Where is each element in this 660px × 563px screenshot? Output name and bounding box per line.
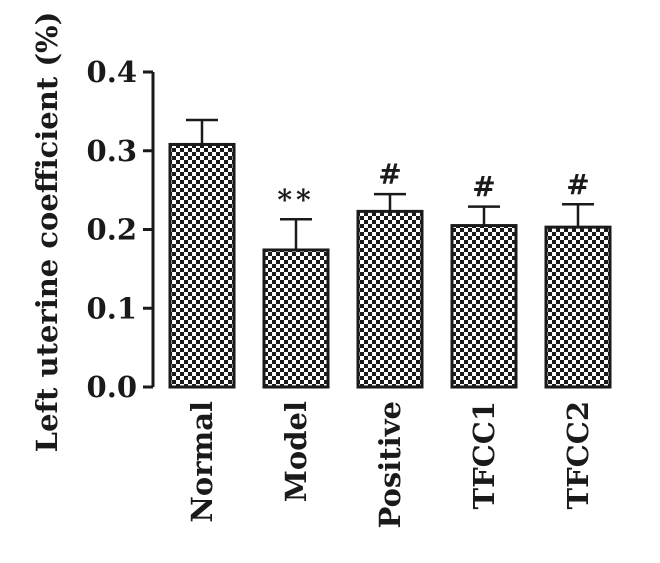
bar <box>450 224 518 389</box>
significance-label: ** <box>277 183 314 216</box>
y-tick-label: 0.3 <box>87 134 137 168</box>
significance-label: # <box>378 158 401 191</box>
y-tick-label: 0.2 <box>87 213 137 247</box>
x-tick-label: TFCC2 <box>561 401 595 510</box>
significance-label: # <box>472 171 495 204</box>
significance-label: # <box>566 168 589 201</box>
bar <box>168 142 236 389</box>
bar <box>262 248 330 389</box>
bar <box>544 225 612 389</box>
plot-area: 0.0 0.1 0.2 0.3 0.4 Normal ** Model # Positive # TF… <box>87 55 612 528</box>
y-axis-label: Left uterine coefficient (%) <box>30 12 64 453</box>
x-tick-label: Normal <box>185 401 219 523</box>
y-tick-label: 0.4 <box>87 55 137 89</box>
x-tick-label: TFCC1 <box>467 401 501 510</box>
x-tick-label: Model <box>279 401 313 502</box>
y-tick-label: 0.0 <box>87 370 137 404</box>
y-tick-label: 0.1 <box>87 291 137 325</box>
bar <box>356 209 424 389</box>
x-tick-label: Positive <box>373 401 407 528</box>
